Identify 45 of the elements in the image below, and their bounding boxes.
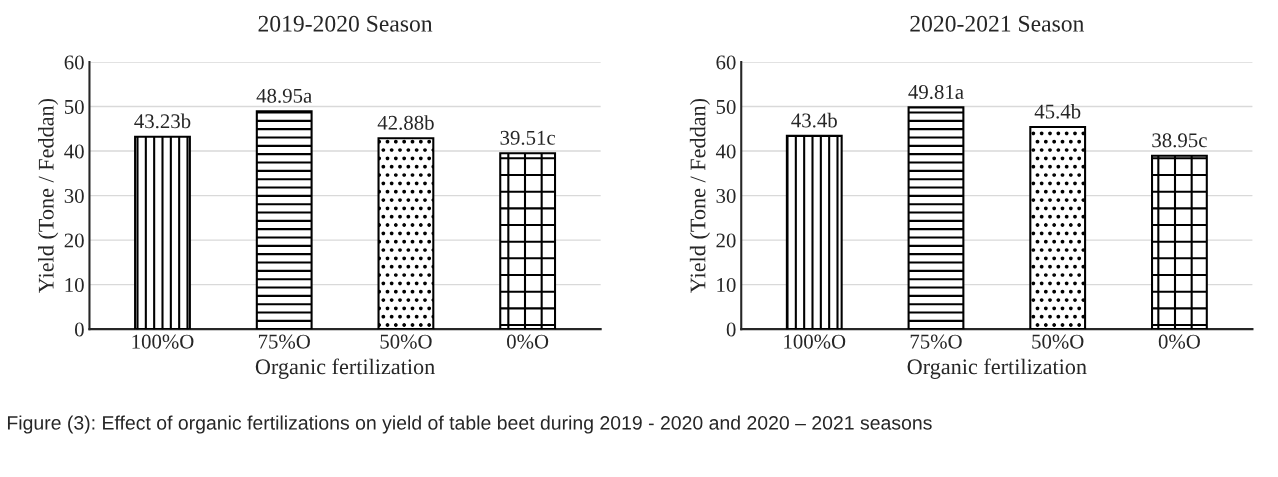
- x-tick-label: 50%O: [380, 334, 432, 349]
- x-tick-label: 75%O: [910, 334, 962, 349]
- bar: [1150, 154, 1208, 330]
- y-tick-label: 20: [64, 233, 84, 248]
- chart-title: 2020-2021 Season: [910, 15, 1085, 32]
- x-tick-label: 0%O: [1158, 334, 1200, 349]
- y-tick-label: 10: [717, 277, 736, 293]
- y-tick-label: 50: [716, 99, 736, 114]
- data-label: 49.81a: [908, 84, 964, 100]
- text: Figure (3): Effect of organic fertilizations on yield of table beet during 2019 - 2020 and 2020 – 2021 seasons: [7, 415, 932, 434]
- bar: [785, 134, 843, 330]
- bar: [377, 137, 435, 330]
- y-tick-label: 60: [716, 55, 736, 70]
- y-tick-label: 0: [74, 322, 84, 337]
- y-tick-label: 50: [64, 99, 84, 114]
- x-tick-label: 100%O: [784, 334, 846, 349]
- y-tick-label: 40: [64, 144, 84, 159]
- y-tick-label: 30: [64, 188, 84, 203]
- data-label: 43.4b: [791, 112, 837, 128]
- bar: [499, 152, 557, 330]
- y-tick-label: 30: [716, 188, 736, 203]
- y-axis-title: Yield (Tone / Feddan): [689, 98, 710, 293]
- bar: [255, 110, 313, 330]
- bar: [907, 106, 965, 330]
- bar: [1029, 125, 1087, 330]
- x-tick-label: 75%O: [258, 334, 310, 349]
- data-label: 42.88b: [377, 115, 434, 130]
- data-label: 43.23b: [134, 113, 191, 129]
- data-label: 48.95a: [256, 88, 312, 103]
- bar: [134, 135, 191, 330]
- x-tick-label: 0%O: [507, 334, 549, 349]
- x-tick-label: 50%O: [1032, 334, 1084, 349]
- y-tick-label: 10: [65, 277, 84, 293]
- y-axis-title: Yield (Tone / Feddan): [38, 98, 59, 293]
- x-axis-title: Organic fertilization: [907, 358, 1087, 379]
- y-tick-label: 0: [726, 322, 736, 337]
- y-tick-label: 40: [715, 144, 736, 159]
- data-label: 39.51c: [500, 130, 556, 145]
- chart-title: 2019-2020 Season: [258, 15, 433, 32]
- y-tick-label: 20: [716, 233, 736, 248]
- data-label: 38.95c: [1152, 133, 1207, 148]
- y-tick-label: 60: [64, 55, 84, 70]
- x-tick-label: 100%O: [132, 334, 194, 349]
- data-label: 45.4b: [1034, 103, 1081, 119]
- x-axis-title: Organic fertilization: [255, 358, 435, 379]
